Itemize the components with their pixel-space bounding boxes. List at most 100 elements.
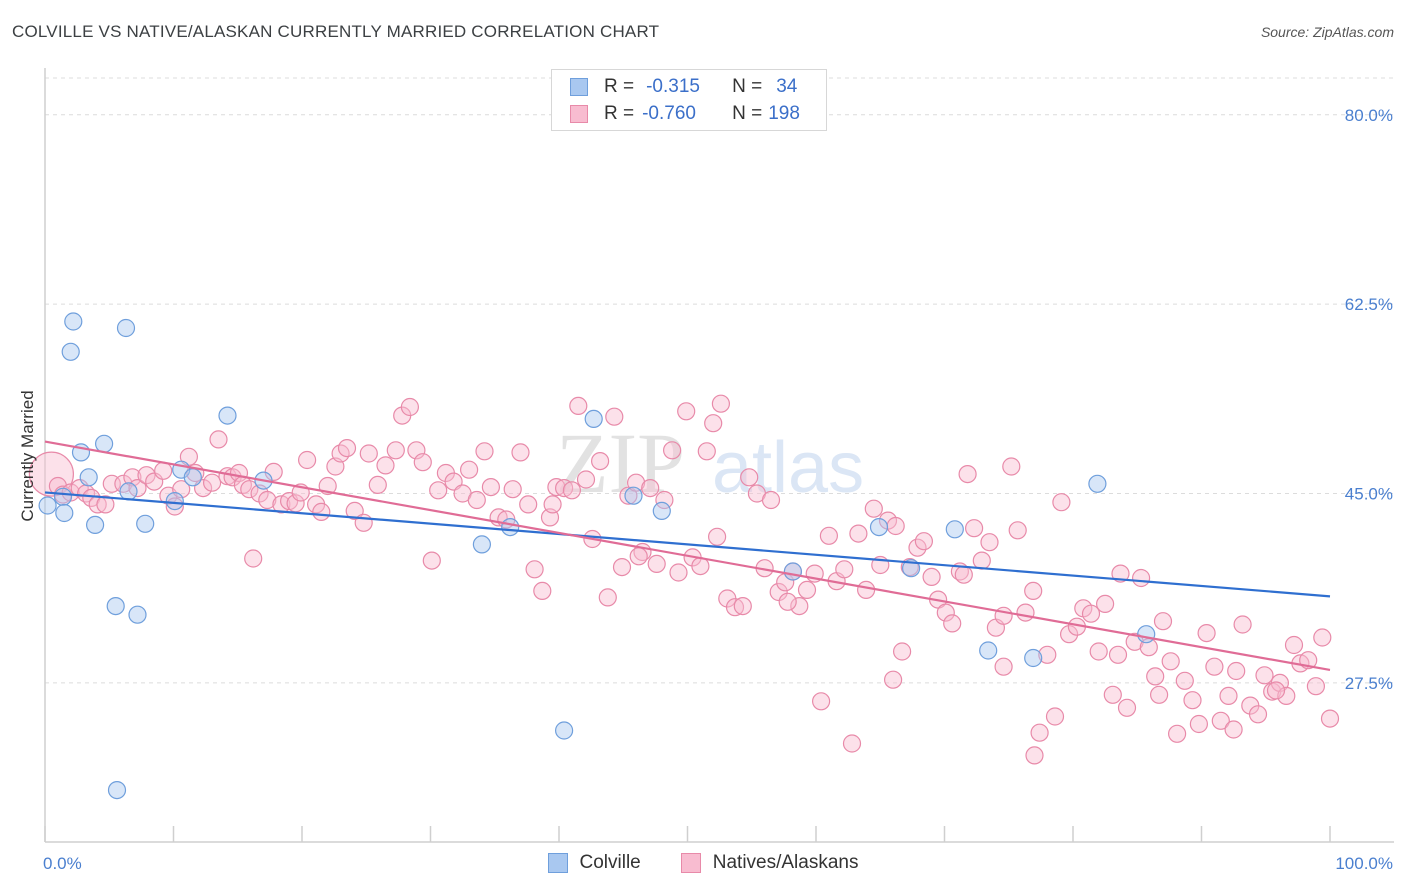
point-natives [1153,612,1173,631]
point-natives [1306,677,1326,696]
point-natives [954,565,973,584]
point-natives [655,490,674,510]
point-natives [849,524,868,543]
point-natives [1025,746,1044,765]
point-natives [641,479,660,498]
point-natives [1161,652,1180,671]
point-natives [1320,709,1340,728]
point-natives [376,456,395,475]
point-natives [892,642,912,661]
point-natives [1131,568,1151,588]
point-natives [883,670,903,689]
point-natives [1117,698,1137,717]
point-colville [218,406,237,425]
point-natives [533,581,552,601]
series-legend-natives[interactable]: Natives/Alaskans [680,852,858,874]
correlation-legend: R = -0.315 N = 34 R = -0.760 N = 198 [551,69,827,131]
point-natives [605,407,624,426]
watermark-atlas: atlas [712,428,864,508]
point-natives [1103,685,1122,704]
point-colville [1024,648,1043,668]
point-colville [624,486,643,505]
point-colville [1137,625,1156,644]
point-natives [1189,714,1209,734]
point-natives [1052,493,1071,512]
point-natives [1089,642,1108,661]
point-natives [1266,681,1286,700]
point-natives [733,596,752,616]
point-colville [501,517,520,537]
point-natives [1045,707,1065,726]
y-axis-title: Currently Married [18,390,37,521]
point-colville [128,605,147,624]
y-tick-label: 80.0% [1345,106,1393,125]
trend-line-colville [44,491,1331,598]
point-colville [136,514,155,533]
x-tick-label: 100.0% [1335,854,1393,873]
point-natives [422,551,441,570]
legend-r-value: -0.315 [646,76,700,97]
point-colville [472,535,491,554]
point-natives [886,516,905,536]
point-natives [669,563,688,582]
point-natives [761,490,781,510]
point-natives [980,533,999,552]
point-natives [475,442,494,461]
trend-line-natives [44,440,1331,672]
point-colville [554,721,574,740]
point-natives [1183,691,1202,710]
point-natives [1313,628,1332,647]
series-swatch-natives [680,853,701,873]
legend-n-value: 34 [776,76,798,97]
point-natives [740,468,759,487]
y-tick-label: 27.5% [1345,674,1393,693]
point-natives [460,460,479,479]
point-colville [783,562,803,581]
point-natives [864,499,883,518]
point-natives [337,439,357,458]
series-legend: Colville Natives/Alaskans [0,852,1406,874]
point-colville [979,641,998,660]
point-natives [835,560,854,579]
point-natives [429,481,448,500]
point-natives [629,547,648,566]
point-natives [298,450,317,470]
legend-swatch-natives [570,105,588,123]
point-colville [85,515,105,535]
point-natives [1095,594,1115,614]
point-natives [842,734,862,753]
legend-row-natives: R = -0.760 N = 198 [570,103,800,125]
point-natives [1149,685,1169,704]
y-tick-label: 45.0% [1345,485,1393,504]
legend-swatch-colville [570,78,588,96]
y-tick-label: 62.5% [1345,295,1393,314]
point-natives [1233,615,1252,634]
point-colville [55,503,74,523]
legend-row-colville: R = -0.315 N = 34 [570,76,797,98]
point-natives [569,396,588,415]
point-colville [1088,474,1107,493]
point-natives [1255,666,1274,685]
point-natives [511,443,530,462]
point-natives [209,430,228,449]
point-natives [368,475,387,494]
point-natives [677,402,696,421]
point-natives [503,480,522,499]
point-natives [203,473,222,492]
series-legend-colville[interactable]: Colville [547,852,641,874]
point-natives [543,495,562,514]
point-natives [1038,645,1057,664]
point-natives [1277,686,1296,706]
point-natives [525,560,544,579]
point-natives [964,519,984,538]
point-natives [778,592,797,611]
point-colville [165,492,184,511]
point-natives [590,452,610,471]
trend-lines [44,440,1331,672]
point-natives [598,588,617,607]
point-natives [1211,711,1230,730]
point-colville [901,559,921,578]
point-colville [38,496,57,515]
point-natives [481,478,500,497]
